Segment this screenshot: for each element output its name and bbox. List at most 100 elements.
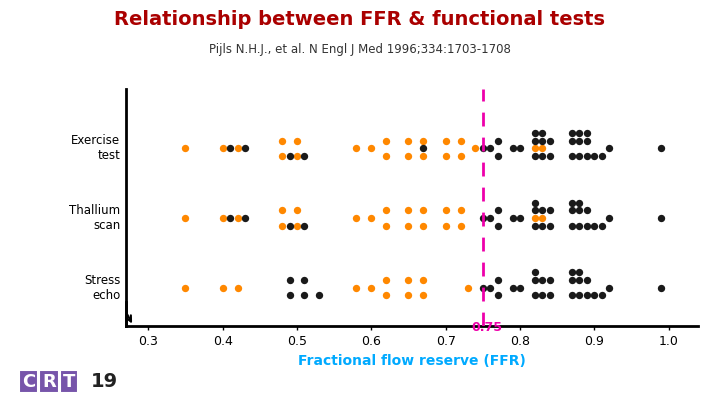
Point [492, 207, 503, 213]
Point [529, 137, 541, 144]
Text: CRT: CRT [562, 373, 600, 391]
Point [603, 145, 615, 151]
Point [180, 145, 192, 151]
Point [529, 207, 541, 213]
Text: 0.75: 0.75 [471, 321, 502, 334]
Point [380, 153, 392, 159]
Text: Exercise
test: Exercise test [71, 134, 120, 162]
Point [440, 222, 451, 229]
Point [544, 222, 556, 229]
Point [477, 215, 489, 221]
Point [581, 222, 593, 229]
Point [380, 207, 392, 213]
Point [574, 292, 585, 298]
Point [284, 292, 295, 298]
Point [492, 292, 503, 298]
Point [536, 145, 548, 151]
Point [291, 207, 302, 213]
Point [655, 215, 667, 221]
Text: C: C [22, 373, 35, 391]
Point [284, 222, 295, 229]
Point [603, 215, 615, 221]
Point [485, 145, 496, 151]
Point [507, 215, 518, 221]
Point [544, 153, 556, 159]
Point [351, 284, 362, 291]
Point [529, 199, 541, 206]
Text: online.org: online.org [608, 374, 685, 389]
Point [529, 153, 541, 159]
Point [276, 222, 288, 229]
Point [544, 277, 556, 283]
Point [232, 284, 243, 291]
Point [596, 292, 608, 298]
Point [366, 145, 377, 151]
Point [291, 137, 302, 144]
Point [574, 137, 585, 144]
Point [566, 207, 577, 213]
Point [544, 207, 556, 213]
Point [529, 292, 541, 298]
Point [402, 292, 414, 298]
Point [529, 145, 541, 151]
Point [402, 137, 414, 144]
Point [566, 292, 577, 298]
Point [529, 215, 541, 221]
Point [180, 215, 192, 221]
Text: Relationship between FFR & functional tests: Relationship between FFR & functional te… [114, 10, 606, 29]
Point [217, 145, 228, 151]
Point [366, 284, 377, 291]
Point [536, 130, 548, 136]
Point [299, 277, 310, 283]
Point [588, 222, 600, 229]
Point [276, 153, 288, 159]
Point [299, 292, 310, 298]
Point [529, 269, 541, 276]
Point [566, 199, 577, 206]
Point [418, 137, 429, 144]
Point [462, 284, 474, 291]
Point [588, 153, 600, 159]
Point [536, 292, 548, 298]
Point [455, 153, 467, 159]
Point [418, 277, 429, 283]
Text: R: R [42, 373, 56, 391]
Point [402, 277, 414, 283]
Text: Pijls N.H.J., et al. N Engl J Med 1996;334:1703-1708: Pijls N.H.J., et al. N Engl J Med 1996;3… [209, 43, 511, 55]
Point [581, 137, 593, 144]
Point [492, 277, 503, 283]
Point [380, 277, 392, 283]
Point [566, 277, 577, 283]
Point [313, 292, 325, 298]
Point [566, 153, 577, 159]
Point [239, 215, 251, 221]
Point [514, 145, 526, 151]
Point [574, 130, 585, 136]
Point [380, 222, 392, 229]
Point [455, 137, 467, 144]
Point [574, 199, 585, 206]
Point [380, 137, 392, 144]
Point [529, 277, 541, 283]
Point [477, 145, 489, 151]
Point [655, 284, 667, 291]
Point [276, 207, 288, 213]
Point [418, 207, 429, 213]
Point [529, 130, 541, 136]
Point [402, 222, 414, 229]
Point [418, 153, 429, 159]
Point [180, 284, 192, 291]
Text: Thallium
scan: Thallium scan [69, 204, 120, 232]
Point [581, 153, 593, 159]
Point [225, 145, 236, 151]
Point [536, 277, 548, 283]
Point [469, 145, 481, 151]
Point [455, 207, 467, 213]
Point [655, 145, 667, 151]
Point [581, 207, 593, 213]
Point [536, 215, 548, 221]
Point [284, 277, 295, 283]
Point [536, 153, 548, 159]
Point [529, 222, 541, 229]
X-axis label: Fractional flow reserve (FFR): Fractional flow reserve (FFR) [298, 354, 526, 368]
